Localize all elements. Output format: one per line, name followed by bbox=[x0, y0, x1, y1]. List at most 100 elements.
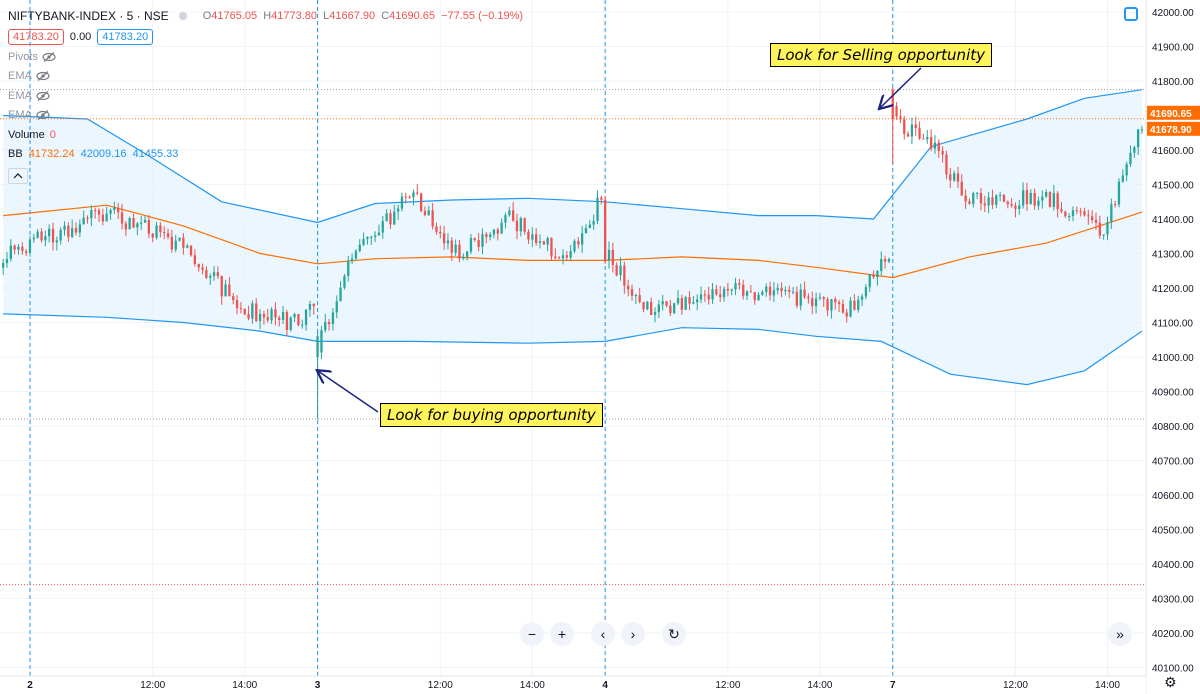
indicator-pivots[interactable]: Pivots bbox=[8, 47, 526, 67]
candle-body bbox=[830, 299, 833, 311]
candle-body bbox=[435, 226, 438, 232]
indicator-ema-2[interactable]: EMA bbox=[8, 86, 526, 106]
scroll-right-button[interactable]: › bbox=[621, 622, 645, 646]
candle-body bbox=[466, 251, 469, 257]
ohlc-high: 41773.80 bbox=[271, 9, 318, 22]
candle-body bbox=[699, 294, 703, 300]
candle-body bbox=[1022, 190, 1025, 206]
gear-icon[interactable]: ⚙ bbox=[1164, 674, 1177, 690]
sell-price-button[interactable]: 41783.20 bbox=[8, 29, 64, 46]
candle-body bbox=[857, 299, 860, 310]
candle-body bbox=[63, 225, 66, 230]
candle-body bbox=[312, 304, 315, 307]
eye-hidden-icon[interactable] bbox=[36, 71, 50, 82]
indicator-volume[interactable]: Volume 0 bbox=[8, 125, 526, 145]
candle-body bbox=[584, 228, 588, 234]
price-tick-label: 40600.00 bbox=[1152, 491, 1194, 502]
ohlc-close-key: C bbox=[381, 9, 390, 22]
candle-body bbox=[492, 229, 496, 235]
candle-body bbox=[1140, 129, 1144, 131]
candle-body bbox=[59, 229, 62, 241]
reset-chart-button[interactable]: ↻ bbox=[662, 622, 686, 646]
candle-body bbox=[477, 240, 480, 247]
zoom-out-button[interactable]: − bbox=[520, 622, 544, 646]
candle-body bbox=[508, 210, 511, 216]
candle-body bbox=[788, 289, 791, 292]
candle-body bbox=[74, 228, 78, 233]
candle-body bbox=[170, 236, 173, 250]
candle-body bbox=[473, 238, 476, 240]
eye-hidden-icon[interactable] bbox=[36, 90, 50, 101]
candle-body bbox=[515, 220, 519, 232]
candle-body bbox=[370, 236, 373, 238]
candle-body bbox=[784, 289, 787, 292]
candle-body bbox=[941, 150, 944, 155]
eye-hidden-icon[interactable] bbox=[36, 110, 50, 121]
indicator-ema-3[interactable]: EMA bbox=[8, 106, 526, 126]
candle-body bbox=[274, 309, 277, 318]
candle-body bbox=[972, 193, 975, 204]
trade-row: 41783.20 0.00 41783.20 bbox=[8, 28, 526, 48]
candle-body bbox=[163, 232, 166, 234]
time-tick-label: 4 bbox=[602, 680, 608, 691]
candle-body bbox=[136, 223, 139, 228]
scroll-left-button[interactable]: ‹ bbox=[591, 622, 615, 646]
buy-annotation: Look for buying opportunity bbox=[380, 403, 603, 427]
candle-body bbox=[13, 245, 16, 250]
price-tick-label: 40700.00 bbox=[1152, 456, 1194, 467]
screenshot-icon[interactable] bbox=[1124, 7, 1138, 21]
candle-body bbox=[216, 272, 219, 277]
candle-body bbox=[872, 274, 875, 278]
candle-body bbox=[1064, 211, 1067, 217]
scroll-to-realtime-button[interactable]: » bbox=[1108, 622, 1132, 646]
candle-body bbox=[676, 298, 680, 304]
spread-value: 0.00 bbox=[69, 31, 92, 44]
candle-body bbox=[715, 289, 718, 295]
chevron-up-icon bbox=[13, 173, 23, 179]
buy-price-button[interactable]: 41783.20 bbox=[97, 29, 154, 46]
time-axis[interactable]: 2 12:00 14:00 3 12:00 14:00 4 12:00 14:00 7 12:00 1… bbox=[0, 675, 1146, 694]
legend-collapse-button[interactable] bbox=[8, 168, 28, 184]
candle-body bbox=[887, 259, 891, 262]
candle-body bbox=[1045, 192, 1048, 197]
candle-body bbox=[228, 284, 231, 297]
candle-body bbox=[266, 317, 269, 321]
price-tick-label: 41000.00 bbox=[1152, 353, 1194, 364]
candle-body bbox=[439, 231, 442, 234]
ohlc-values: O41765.05 H41773.80 L41667.90 C41690.65 … bbox=[203, 10, 526, 22]
candle-body bbox=[408, 197, 411, 199]
candle-body bbox=[968, 201, 971, 204]
candle-body bbox=[400, 196, 404, 209]
candle-body bbox=[397, 208, 400, 212]
ohlc-open-key: O bbox=[202, 9, 212, 22]
indicator-label: EMA bbox=[8, 70, 32, 83]
sell-arrow bbox=[880, 67, 922, 108]
candle-body bbox=[592, 221, 595, 225]
candle-body bbox=[297, 314, 300, 325]
zoom-in-button[interactable]: + bbox=[550, 622, 574, 646]
candle-body bbox=[906, 133, 910, 137]
price-axis[interactable]: 42000.0041900.0041800.0041700.0041600.00… bbox=[1145, 0, 1200, 694]
indicator-bb[interactable]: BB 41732.24 42009.16 41455.33 bbox=[8, 145, 526, 165]
candle-body bbox=[933, 142, 937, 149]
candle-body bbox=[899, 116, 902, 120]
symbol-title[interactable]: NIFTYBANK-INDEX · 5 · NSE bbox=[8, 8, 169, 23]
candle-body bbox=[692, 302, 695, 304]
eye-hidden-icon[interactable] bbox=[42, 51, 56, 62]
bb-lower-value: 41455.33 bbox=[132, 148, 179, 161]
candle-body bbox=[78, 224, 81, 233]
candle-body bbox=[803, 289, 806, 297]
candle-body bbox=[646, 301, 649, 310]
candle-body bbox=[722, 288, 726, 298]
candle-body bbox=[719, 294, 722, 298]
candle-body bbox=[423, 211, 427, 215]
indicator-ema-1[interactable]: EMA bbox=[8, 67, 526, 87]
candle-body bbox=[358, 244, 361, 251]
candle-body bbox=[132, 218, 135, 228]
candle-body bbox=[1087, 215, 1090, 217]
price-tick-label: 41800.00 bbox=[1152, 77, 1194, 88]
candle-body bbox=[738, 283, 741, 285]
price-tag-bg bbox=[1147, 105, 1200, 120]
candle-body bbox=[903, 119, 906, 134]
chart-legend: NIFTYBANK-INDEX · 5 · NSE O41765.05 H417… bbox=[8, 6, 526, 184]
